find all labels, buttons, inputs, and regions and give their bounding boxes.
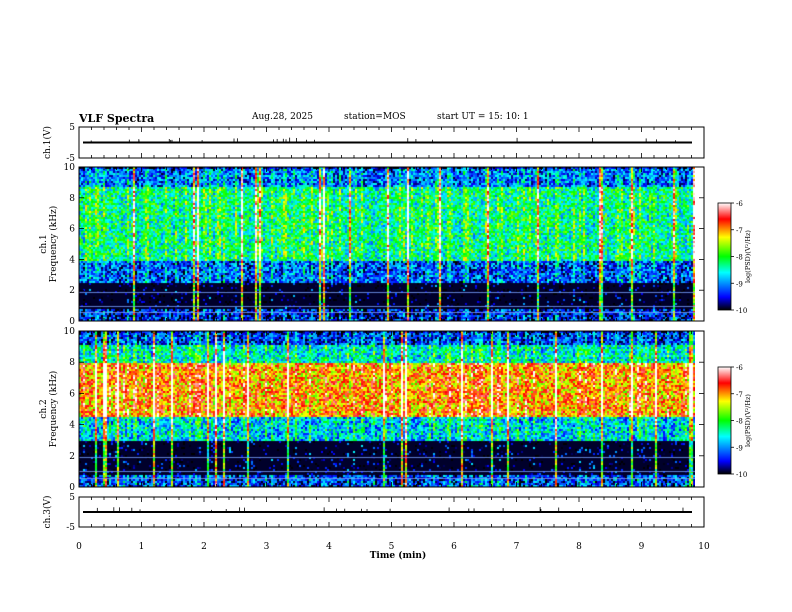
x-tick-label: 4 xyxy=(326,542,332,552)
y-tick-label: 8 xyxy=(69,194,75,204)
ch1-spectrogram-ylabel: Frequency (kHz) xyxy=(48,206,59,283)
date-label: Aug.28, 2025 xyxy=(252,112,313,122)
y-tick-label: 0 xyxy=(69,483,75,493)
colorbar-tick-label: -7 xyxy=(736,391,743,399)
colorbar-tick-label: -6 xyxy=(736,364,743,372)
ch2-spectrogram-image xyxy=(79,331,695,487)
x-tick-label: 10 xyxy=(698,542,710,552)
ch1-spectrogram-ylabel: ch.1 xyxy=(39,234,49,253)
y-tick-label: 5 xyxy=(69,123,75,133)
colorbar-tick-label: -8 xyxy=(736,254,743,262)
ch2-spectrogram-ylabel: Frequency (kHz) xyxy=(48,371,59,448)
x-tick-label: 0 xyxy=(76,542,82,552)
x-tick-label: 5 xyxy=(389,542,395,552)
y-tick-label: 0 xyxy=(69,317,75,327)
x-tick-label: 2 xyxy=(201,542,207,552)
colorbar-tick-label: -9 xyxy=(736,280,743,288)
colorbar-tick-label: -10 xyxy=(736,307,747,315)
y-tick-label: 10 xyxy=(64,163,76,173)
ch3-waveform-ylabel: ch.3(V) xyxy=(42,496,53,529)
x-tick-label: 1 xyxy=(139,542,145,552)
start-time-label: start UT = 15: 10: 1 xyxy=(437,112,529,122)
y-tick-label: 10 xyxy=(64,327,76,337)
y-tick-label: 6 xyxy=(69,389,75,399)
x-tick-label: 8 xyxy=(576,542,582,552)
x-tick-label: 6 xyxy=(451,542,457,552)
x-axis-title: Time (min) xyxy=(370,550,427,561)
chart-title: VLF Spectra xyxy=(79,112,155,125)
station-label: station=MOS xyxy=(344,112,406,122)
y-tick-label: 2 xyxy=(69,286,75,296)
colorbar-tick-label: -7 xyxy=(736,227,743,235)
ch2-spectrogram-colorbar xyxy=(717,366,732,475)
y-tick-label: 2 xyxy=(69,452,75,462)
y-tick-label: 8 xyxy=(69,358,75,368)
y-tick-label: 6 xyxy=(69,225,75,235)
colorbar-tick-label: -9 xyxy=(736,444,743,452)
x-tick-label: 3 xyxy=(264,542,270,552)
y-tick-label: 4 xyxy=(69,255,75,265)
x-tick-label: 7 xyxy=(514,542,520,552)
colorbar-tick-label: -10 xyxy=(736,471,747,479)
y-tick-label: -5 xyxy=(66,523,75,533)
ch1-spectrogram-image xyxy=(79,167,695,321)
y-tick-label: 5 xyxy=(69,493,75,503)
ch1-spectrogram-colorbar-label: log(PSD)(V²/Hz) xyxy=(744,230,752,283)
ch2-spectrogram-ylabel: ch.2 xyxy=(39,399,49,418)
ch2-spectrogram-colorbar-label: log(PSD)(V²/Hz) xyxy=(744,394,752,447)
colorbar-tick-label: -6 xyxy=(736,200,743,208)
y-tick-label: -5 xyxy=(66,154,75,164)
x-tick-label: 9 xyxy=(639,542,645,552)
colorbar-tick-label: -8 xyxy=(736,418,743,426)
ch1-waveform-ylabel: ch.1(V) xyxy=(42,126,53,159)
y-tick-label: 4 xyxy=(69,421,75,431)
ch1-spectrogram-colorbar xyxy=(717,202,732,311)
